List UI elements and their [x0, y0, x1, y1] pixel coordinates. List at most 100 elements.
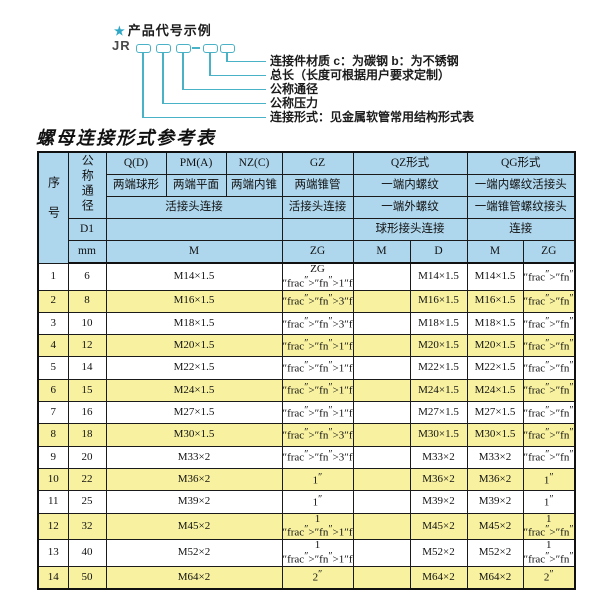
table-row: 818M30×1.5″frac″>″fn″>3″fd″>4″M30×1.5M30…	[37, 423, 576, 447]
cell-qg_zg: 1 ″frac″>″fn″>1″fd″>2″	[522, 539, 576, 567]
cell-qg_zg: ″frac″>″fn″>3″fd″>8″	[522, 311, 576, 336]
cell-zg: ZG ″frac″>″fn″>1″fd″>4″	[281, 262, 354, 291]
cell-qg_m: M20×1.5	[466, 334, 524, 358]
cell-qg_m: M45×2	[466, 512, 524, 541]
cell-qz_m	[352, 423, 411, 447]
cell-zg: 1 ″frac″>″fn″>1″fd″>2″	[281, 539, 354, 567]
header-cell-empty	[281, 218, 354, 241]
cell-qg_m: M52×2	[466, 539, 524, 567]
cell-no: 12	[37, 512, 69, 541]
cell-qz_d: M30×1.5	[409, 423, 468, 447]
header-cell-qg-desc2: 一端锥管螺纹接头	[466, 196, 576, 219]
cell-m: M22×1.5	[105, 356, 283, 380]
cell-dn: 40	[67, 539, 107, 567]
cell-m: M64×2	[105, 565, 283, 590]
cell-qz_d: M14×1.5	[409, 262, 468, 291]
cell-no: 1	[37, 262, 69, 291]
table-row: 615M24×1.5″frac″>″fn″>1″fd″>2″M24×1.5M24…	[37, 378, 576, 403]
cell-m: M18×1.5	[105, 311, 283, 336]
header-cell-qz-d: D	[409, 240, 468, 264]
cell-qz_m	[352, 334, 411, 358]
cell-dn: 20	[67, 445, 107, 469]
header-row-2: 两端球形 两端平面 两端内锥 两端锥管 一端内螺纹 一端内螺纹活接头	[38, 174, 576, 197]
cell-qz_d: M64×2	[409, 565, 468, 590]
diagram-title-text: 产品代号示例	[127, 23, 212, 38]
header-cell-d1: D1	[67, 218, 107, 241]
header-cell-dn: 公称通径	[67, 151, 107, 219]
cell-no: 2	[37, 289, 69, 313]
table-row: 412M20×1.5″frac″>″fn″>1″fd″>2″M20×1.5M20…	[37, 334, 576, 358]
header-cell-gz: GZ	[281, 151, 354, 175]
header-cell-qg-m: M	[466, 240, 524, 264]
header-cell-qz: QZ形式	[352, 151, 468, 175]
cell-qz_d: M39×2	[409, 490, 468, 514]
diagram-label-material: 连接件材质 c：为碳钢 b：为不锈钢	[270, 54, 459, 68]
cell-qg_zg: ″frac″>″fn″>1″fd″>2″	[522, 378, 576, 403]
code-box-3	[176, 44, 191, 53]
connector-line	[162, 102, 266, 104]
code-dash	[192, 47, 200, 49]
cell-qg_m: M30×1.5	[466, 423, 524, 447]
header-cell-qg: QG形式	[466, 151, 576, 175]
cell-no: 7	[37, 401, 69, 425]
cell-m: M39×2	[105, 490, 283, 514]
table-row: 716M27×1.5″frac″>″fn″>1″fd″>2″M27×1.5M27…	[37, 401, 576, 425]
table-row: 10 22 M36×2 1″ M36×2 M36×2 1″	[37, 467, 576, 492]
cell-dn: 32	[67, 512, 107, 541]
code-box-4	[203, 44, 218, 53]
header-cell-gz-conn: 活接头连接	[281, 196, 354, 219]
cell-qz_d: M18×1.5	[409, 311, 468, 336]
cell-qg_m: M16×1.5	[466, 289, 524, 313]
connector-line	[209, 52, 211, 76]
cell-qg_zg: ″frac″>″fn″>1″fd″>2″	[522, 401, 576, 425]
cell-zg: ″frac″>″fn″>1″fd″>2″	[281, 401, 354, 425]
cell-m: M20×1.5	[105, 334, 283, 358]
cell-qz_d: M22×1.5	[409, 356, 468, 380]
header-cell-qg-conn: 连接	[466, 218, 576, 241]
cell-zg: ″frac″>″fn″>3″fd″>4″	[281, 423, 354, 447]
connector-line	[226, 52, 228, 62]
cell-m: M30×1.5	[105, 423, 283, 447]
connector-line	[142, 116, 266, 118]
cell-dn: 50	[67, 565, 107, 590]
cell-qz_d: M36×2	[409, 467, 468, 492]
cell-qz_m	[352, 512, 411, 541]
cell-dn: 22	[67, 467, 107, 492]
cell-zg: 1″	[281, 467, 354, 492]
cell-dn: 16	[67, 401, 107, 425]
cell-zg: 1 ″frac″>″fn″>1″fd″>4″	[281, 512, 354, 541]
cell-qg_zg: 1″	[522, 467, 576, 492]
cell-qz_m	[352, 539, 411, 567]
cell-qg_zg: ″frac″>″fn″>1″fd″>2″	[522, 334, 576, 358]
diagram-label-pressure: 公称压力	[270, 96, 319, 110]
cell-qg_zg: ″frac″>″fn″>3″fd″>4″	[522, 445, 576, 469]
header-cell-union-conn: 活接头连接	[105, 196, 283, 219]
connector-line	[209, 74, 266, 76]
cell-qz_m	[352, 467, 411, 492]
table-row: 920M33×2″frac″>″fn″>3″fd″>4″M33×2M33×2″f…	[37, 445, 576, 469]
connector-line	[162, 52, 164, 104]
cell-qz_d: M45×2	[409, 512, 468, 541]
cell-qg_m: M18×1.5	[466, 311, 524, 336]
cell-qz_m	[352, 378, 411, 403]
header-cell-gz-desc: 两端锥管	[281, 174, 354, 197]
cell-qz_d: M27×1.5	[409, 401, 468, 425]
header-row-3: 活接头连接 活接头连接 一端外螺纹 一端锥管螺纹接头	[38, 196, 576, 219]
diagram-title: ★ 产品代号示例	[114, 20, 212, 39]
table-row: 14 50 M64×2 2″ M64×2 M64×2 2″	[37, 565, 576, 590]
cell-zg: ″frac″>″fn″>1″fd″>2″	[281, 378, 354, 403]
cell-m: M36×2	[105, 467, 283, 492]
cell-zg: ″frac″>″fn″>1″fd″>2″	[281, 334, 354, 358]
header-cell-mm: mm	[67, 240, 107, 264]
code-box-2	[156, 44, 171, 53]
cell-qz_m	[352, 289, 411, 313]
cell-qg_zg: 2″	[522, 565, 576, 590]
table-row: 11 25 M39×2 1″ M39×2 M39×2 1″	[37, 490, 576, 514]
cell-dn: 8	[67, 289, 107, 313]
nut-connection-table: 序号 公称通径 Q(D) PM(A) NZ(C) GZ QZ形式 QG形式 两端…	[37, 151, 576, 590]
cell-dn: 18	[67, 423, 107, 447]
cell-qz_d: M24×1.5	[409, 378, 468, 403]
cell-qg_zg: ″frac″>″fn″>1″fd″>2″	[522, 356, 576, 380]
cell-qg_m: M33×2	[466, 445, 524, 469]
